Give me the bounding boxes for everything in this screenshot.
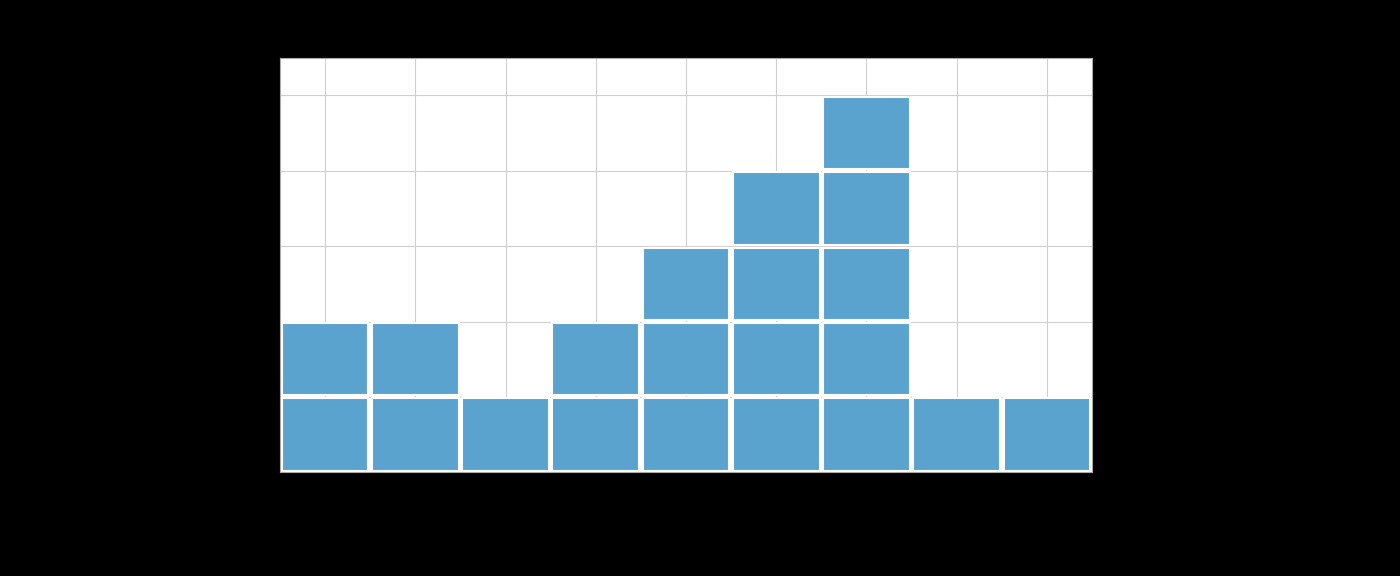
Bar	[823, 248, 910, 320]
Bar	[643, 399, 729, 471]
Bar	[734, 323, 819, 395]
Bar	[643, 323, 729, 395]
Bar	[553, 399, 638, 471]
Bar	[823, 399, 910, 471]
Bar	[913, 399, 1000, 471]
Bar	[823, 172, 910, 245]
Bar	[823, 97, 910, 169]
Bar	[372, 323, 459, 395]
Bar	[734, 399, 819, 471]
Bar	[462, 399, 549, 471]
Bar	[372, 399, 459, 471]
Bar	[823, 323, 910, 395]
Bar	[281, 323, 368, 395]
Bar	[1004, 399, 1091, 471]
X-axis label: date: date	[662, 570, 710, 576]
Bar	[553, 323, 638, 395]
Y-axis label: count: count	[234, 236, 253, 294]
Bar	[734, 248, 819, 320]
Bar	[734, 172, 819, 245]
Bar	[281, 399, 368, 471]
Bar	[643, 248, 729, 320]
